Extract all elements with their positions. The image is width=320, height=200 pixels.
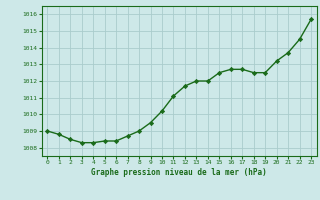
X-axis label: Graphe pression niveau de la mer (hPa): Graphe pression niveau de la mer (hPa) <box>91 168 267 177</box>
